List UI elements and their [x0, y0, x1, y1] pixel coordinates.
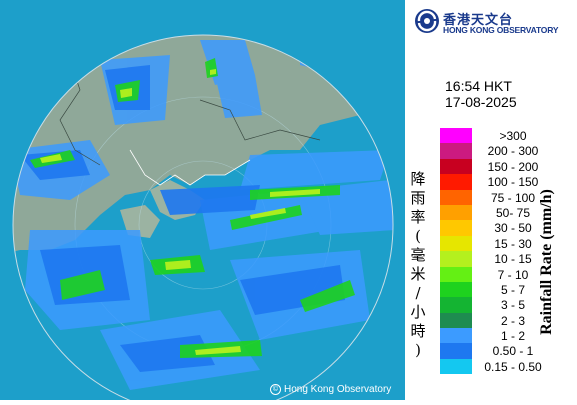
- coastline: [129, 149, 251, 186]
- legend-row: 2 - 3: [440, 312, 575, 329]
- legend-title-zh-char: 率: [410, 208, 426, 226]
- legend-row: >300: [440, 128, 575, 144]
- legend-swatch: [440, 128, 472, 144]
- legend-swatch: [440, 266, 472, 282]
- hko-logo-icon: [415, 9, 439, 33]
- legend-label: 2 - 3: [500, 313, 525, 328]
- timestamp-time: 16:54 HKT: [445, 78, 512, 94]
- legend-swatch: [440, 281, 472, 298]
- rainfall-legend: >300 200 - 300 150 - 200 100 - 150 75 - 100 5…: [440, 128, 575, 375]
- copyright-text: Hong Kong Observatory: [284, 384, 392, 396]
- hko-logo: 香港天文台 HONG KONG OBSERVATORY: [414, 6, 574, 36]
- legend-label: 200 - 300: [487, 144, 539, 159]
- legend-row: 0.50 - 1: [440, 343, 575, 359]
- legend-title-zh-char: ): [415, 341, 421, 359]
- legend-title-zh-char: 雨: [410, 189, 426, 207]
- legend-label: 150 - 200: [487, 159, 539, 174]
- radar-map: © Hong Kong Observatory: [0, 0, 405, 405]
- legend-row: 3 - 5: [440, 297, 575, 313]
- legend-swatch: [440, 297, 472, 313]
- radar-image: [0, 0, 405, 405]
- legend-row: 0.15 - 0.50: [440, 358, 575, 375]
- legend-row: 7 - 10: [440, 266, 575, 282]
- legend-title-zh-char: 小: [410, 303, 426, 321]
- copyright: © Hong Kong Observatory: [270, 384, 391, 395]
- legend-panel: 香港天文台 HONG KONG OBSERVATORY 16:54 HKT 17…: [405, 0, 577, 400]
- land-area: [13, 35, 393, 255]
- legend-row: 1 - 2: [440, 328, 575, 344]
- rain-echoes-green: [30, 58, 355, 358]
- legend-title-zh-char: 時: [410, 322, 426, 340]
- legend-title-zh-char: 米: [410, 265, 426, 283]
- legend-title-zh: 降雨率(毫米 / 小時): [407, 170, 429, 360]
- legend-label: 75 - 100: [490, 190, 536, 205]
- legend-row: 200 - 300: [440, 143, 575, 159]
- legend-row: 75 - 100: [440, 189, 575, 205]
- legend-swatch: [440, 312, 472, 329]
- legend-swatch: [440, 189, 472, 205]
- legend-swatch: [440, 158, 472, 175]
- legend-title-en: Rainfall Rate (mm/h): [538, 189, 555, 335]
- copyright-icon: ©: [270, 384, 281, 395]
- legend-title-zh-char: /: [415, 284, 421, 302]
- legend-row: 5 - 7: [440, 281, 575, 298]
- legend-label: 10 - 15: [494, 252, 532, 267]
- legend-label: 30 - 50: [494, 221, 532, 236]
- legend-swatch: [440, 143, 472, 159]
- legend-label: 0.15 - 0.50: [484, 359, 542, 374]
- legend-swatch: [440, 174, 472, 190]
- legend-label: 15 - 30: [494, 236, 532, 251]
- legend-swatch: [440, 251, 472, 267]
- legend-row: 100 - 150: [440, 174, 575, 190]
- legend-swatch: [440, 358, 472, 375]
- legend-label: 0.50 - 1: [492, 344, 534, 359]
- radar-range-circle: [12, 34, 394, 405]
- legend-swatch: [440, 343, 472, 359]
- island: [120, 205, 160, 238]
- legend-swatch: [440, 220, 472, 236]
- legend-label: 1 - 2: [500, 329, 525, 344]
- legend-label: 50- 75: [495, 205, 531, 220]
- rain-echoes-yellow: [40, 69, 320, 355]
- timestamp-date: 17-08-2025: [445, 94, 517, 110]
- legend-row: 15 - 30: [440, 235, 575, 252]
- legend-title-zh-char: (: [415, 227, 421, 245]
- legend-label: 100 - 150: [487, 175, 539, 190]
- legend-label: >300: [499, 129, 527, 143]
- legend-row: 30 - 50: [440, 220, 575, 236]
- legend-swatch: [440, 204, 472, 221]
- legend-title-zh-char: 毫: [410, 246, 426, 264]
- legend-swatch: [440, 328, 472, 344]
- boundary-line: [199, 99, 321, 141]
- legend-swatch: [440, 235, 472, 252]
- org-name-zh: 香港天文台: [443, 13, 514, 28]
- legend-row: 150 - 200: [440, 158, 575, 175]
- legend-label: 7 - 10: [497, 267, 529, 282]
- legend-title-zh-char: 降: [410, 170, 426, 188]
- legend-row: 50- 75: [440, 204, 575, 221]
- legend-label: 3 - 5: [500, 298, 525, 313]
- org-name-en: HONG KONG OBSERVATORY: [443, 25, 559, 35]
- legend-label: 5 - 7: [500, 282, 525, 297]
- legend-row: 10 - 15: [440, 251, 575, 267]
